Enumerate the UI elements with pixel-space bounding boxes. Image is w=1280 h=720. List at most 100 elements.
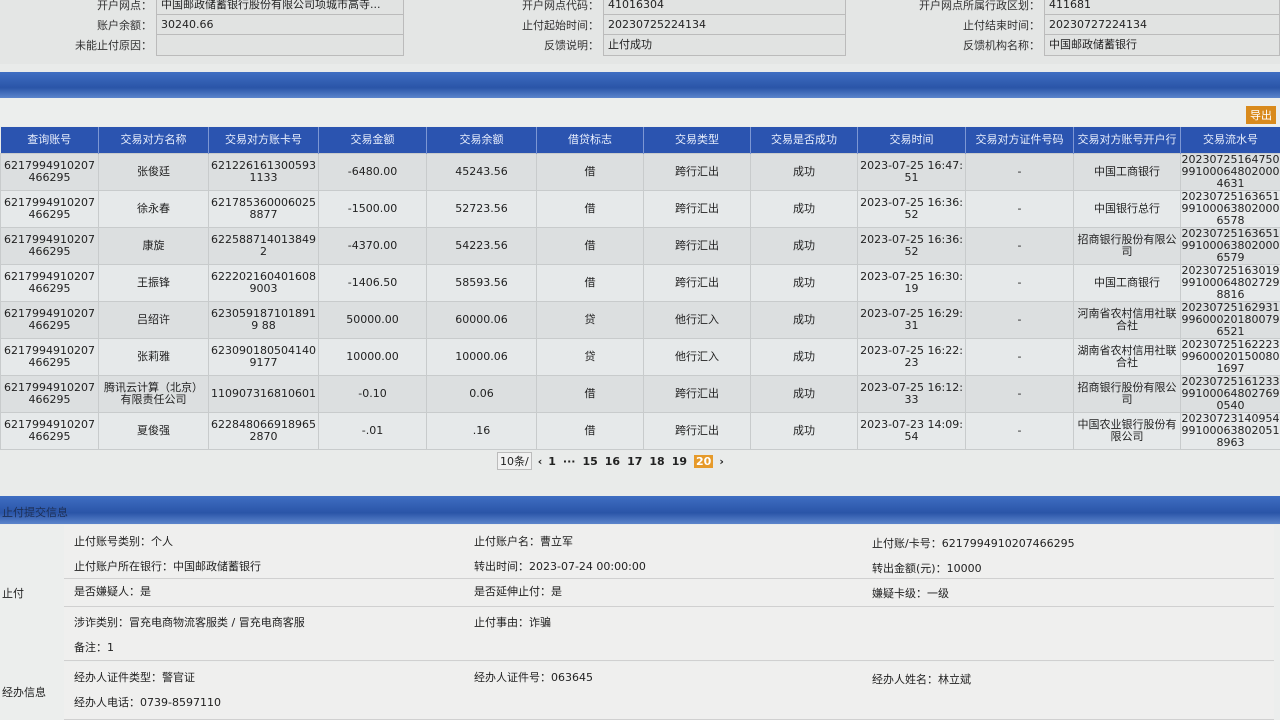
- table-cell: 借: [536, 152, 644, 191]
- stop-panel-1: [64, 525, 1274, 579]
- transaction-table: 查询账号 交易对方名称 交易对方账卡号 交易金额 交易余额 借贷标志 交易类型 交易是否成功交…: [0, 127, 1280, 450]
- table-cell: 他行汇入: [643, 337, 751, 376]
- table-cell: 20230725163019991000648027298816: [1180, 263, 1280, 302]
- account-info-panel: 开户网点： 中国邮政储蓄银行股份有限公司项城市高寺... 开户网点代码： 410163…: [0, 0, 1280, 64]
- table-cell: 6217994910207466295: [0, 411, 99, 450]
- page-link[interactable]: 1: [548, 454, 556, 468]
- info-label: 开户网点代码：: [522, 0, 599, 12]
- table-row[interactable]: 6217994910207466295 张莉雅 623090180504140917…: [0, 337, 1280, 376]
- table-cell: -1500.00: [318, 189, 427, 228]
- column-header: 交易对方名称: [98, 127, 209, 153]
- page-size-select[interactable]: 10条/: [497, 452, 532, 470]
- info-field: 反馈机构名称： 中国邮政储蓄银行: [850, 34, 1280, 56]
- table-cell: 跨行汇出: [643, 374, 751, 413]
- info-field: 止付起始时间： 20230725224134: [420, 14, 846, 36]
- table-cell: 10000.00: [318, 337, 427, 376]
- column-header: 交易是否成功: [750, 127, 858, 153]
- table-cell: -: [965, 300, 1074, 339]
- table-cell: -: [965, 263, 1074, 302]
- table-cell: 河南省农村信用社联合社: [1073, 300, 1181, 339]
- handler-side-label: 经办信息: [2, 686, 46, 699]
- table-cell: 6217994910207466295: [0, 300, 99, 339]
- table-cell: 他行汇入: [643, 300, 751, 339]
- table-cell: 2023-07-25 16:29:31: [857, 300, 966, 339]
- table-cell: 跨行汇出: [643, 411, 751, 450]
- table-cell: -4370.00: [318, 226, 427, 265]
- table-cell: -: [965, 152, 1074, 191]
- table-cell: 成功: [750, 263, 858, 302]
- column-header: 交易对方证件号码: [965, 127, 1074, 153]
- table-cell: -: [965, 411, 1074, 450]
- page-link[interactable]: ···: [562, 454, 576, 468]
- section-title: 止付提交信息: [2, 506, 68, 519]
- stop-field: 转出时间：2023-07-24 00:00:00: [474, 560, 646, 573]
- handler-panel: [64, 662, 1274, 720]
- table-cell: 6228480669189652870: [208, 411, 319, 450]
- table-cell: 湖南省农村信用社联合社: [1073, 337, 1181, 376]
- table-cell: -.01: [318, 411, 427, 450]
- table-cell: 成功: [750, 411, 858, 450]
- table-cell: 借: [536, 189, 644, 228]
- page-link[interactable]: 18: [649, 454, 665, 468]
- info-field: 反馈说明： 止付成功: [420, 34, 846, 56]
- page-link[interactable]: 16: [604, 454, 621, 468]
- table-cell: 6217994910207466295: [0, 226, 99, 265]
- table-row[interactable]: 6217994910207466295 腾讯云计算（北京）有限责任公司 110907…: [0, 374, 1280, 413]
- table-cell: 成功: [750, 226, 858, 265]
- table-row[interactable]: 6217994910207466295 吕绍许 6230591871018919 8…: [0, 300, 1280, 339]
- table-cell: 45243.56: [426, 152, 537, 191]
- table-row[interactable]: 6217994910207466295 康旋 622588714013849 2 -4…: [0, 226, 1280, 265]
- table-cell: 2023072516293199600020180079 6521: [1180, 300, 1280, 339]
- handler-field: 经办人证件类型：警官证: [74, 671, 195, 684]
- info-label: 账户余额：: [97, 19, 152, 32]
- prev-page-icon[interactable]: ‹: [537, 454, 543, 468]
- column-header: 交易余额: [426, 127, 537, 153]
- table-cell: 贷: [536, 337, 644, 376]
- info-value: [156, 34, 404, 56]
- table-cell: 20230725164750991000648020004631: [1180, 152, 1280, 191]
- submit-info-header: [0, 496, 1280, 524]
- info-label: 未能止付原因：: [75, 39, 152, 52]
- column-header: 查询账号: [0, 127, 99, 153]
- page-link[interactable]: 15: [582, 454, 598, 468]
- table-row[interactable]: 6217994910207466295 张俊廷 621226161300593113…: [0, 152, 1280, 191]
- table-cell: -6480.00: [318, 152, 427, 191]
- page-link[interactable]: 17: [627, 454, 643, 468]
- page-link[interactable]: 19: [671, 454, 688, 468]
- table-cell: 贷: [536, 300, 644, 339]
- info-field: 未能止付原因：: [0, 34, 404, 56]
- table-row[interactable]: 6217994910207466295 徐永春 621785360006025887…: [0, 189, 1280, 228]
- info-label: 反馈机构名称：: [963, 39, 1040, 52]
- table-cell: 6217994910207466295: [0, 152, 99, 191]
- stop-field: 止付账号类别：个人: [74, 535, 173, 548]
- stop-field: 止付账户所在银行：中国邮政储蓄银行: [74, 560, 261, 573]
- stop-payment-details: 止付 经办信息 止付账号类别：个人 止付账户名：曹立军 止付账/卡号：6217994…: [0, 525, 1280, 720]
- stop-field: 嫌疑卡级：一级: [872, 587, 949, 600]
- table-cell: 康旋: [98, 226, 209, 265]
- next-page-icon[interactable]: ›: [719, 454, 724, 468]
- table-cell: 2023-07-25 16:30:19: [857, 263, 966, 302]
- table-cell: 20230725163651991000638020006578: [1180, 189, 1280, 228]
- handler-field: 经办人证件号：063645: [474, 671, 593, 684]
- stop-field: 止付账/卡号：6217994910207466295: [872, 537, 1075, 550]
- table-cell: .16: [426, 411, 537, 450]
- table-cell: 腾讯云计算（北京）有限责任公司: [98, 374, 209, 413]
- table-cell: 58593.56: [426, 263, 537, 302]
- table-cell: 6217853600060258877: [208, 189, 319, 228]
- table-row[interactable]: 6217994910207466295 夏俊强 622848066918965287…: [0, 411, 1280, 450]
- page-link[interactable]: 20: [694, 454, 714, 468]
- stop-panel-3: [64, 607, 1274, 661]
- export-button[interactable]: 导出: [1246, 106, 1276, 124]
- table-cell: 2023-07-25 16:22:23: [857, 337, 966, 376]
- info-field: 账户余额： 30240.66: [0, 14, 404, 36]
- stop-field: 转出金额(元)：10000: [872, 562, 982, 575]
- info-value: 30240.66: [156, 14, 404, 36]
- table-cell: 招商银行股份有限公司: [1073, 226, 1181, 265]
- table-cell: 60000.06: [426, 300, 537, 339]
- info-label: 反馈说明：: [544, 39, 599, 52]
- table-cell: 王振锋: [98, 263, 209, 302]
- table-cell: 6230901805041409177: [208, 337, 319, 376]
- table-cell: 成功: [750, 337, 858, 376]
- table-cell: 110907316810601: [208, 374, 319, 413]
- table-row[interactable]: 6217994910207466295 王振锋 622202160401608900…: [0, 263, 1280, 302]
